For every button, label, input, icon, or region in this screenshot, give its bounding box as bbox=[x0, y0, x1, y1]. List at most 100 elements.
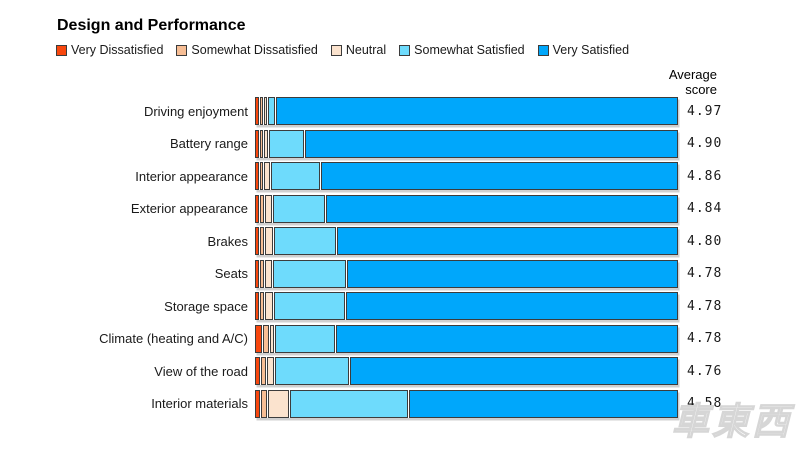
chart-row: Climate (heating and A/C) 4.78 bbox=[0, 324, 800, 353]
category-label: Interior materials bbox=[151, 396, 248, 411]
chart-row: View of the road 4.76 bbox=[0, 357, 800, 385]
chart-row: Driving enjoyment 4.97 bbox=[0, 97, 800, 125]
average-score-header-line2: score bbox=[685, 82, 717, 97]
legend-swatch-neutral bbox=[330, 44, 342, 56]
bar-segment-somewhat-dissatisfied bbox=[262, 324, 269, 353]
bar-segment-very-satisfied bbox=[276, 97, 678, 125]
average-score-value: 4.78 bbox=[687, 331, 723, 346]
bar-segment-neutral bbox=[267, 389, 289, 418]
bar-segment-somewhat-dissatisfied bbox=[260, 129, 263, 158]
bar-segment-very-dissatisfied bbox=[255, 129, 260, 158]
bar-segment-very-satisfied bbox=[336, 227, 678, 255]
bar-segment-somewhat-dissatisfied bbox=[260, 194, 265, 223]
legend-label: Very Dissatisfied bbox=[71, 43, 164, 57]
average-score-value: 4.76 bbox=[687, 363, 723, 379]
bar-segment-neutral bbox=[269, 324, 274, 353]
average-score-header-line1: Average bbox=[668, 67, 717, 82]
chart-row: Battery range 4.90 bbox=[0, 129, 800, 158]
bar-segment-very-dissatisfied bbox=[255, 389, 260, 418]
bar-segment-very-satisfied bbox=[408, 389, 678, 418]
bar-segment-somewhat-dissatisfied bbox=[260, 162, 263, 190]
bar-segment-very-satisfied bbox=[304, 129, 678, 158]
bar-segment-somewhat-satisfied bbox=[275, 357, 350, 385]
chart-title: Design and Performance bbox=[57, 17, 246, 34]
legend-label: Neutral bbox=[345, 43, 387, 57]
bar-segment-somewhat-dissatisfied bbox=[260, 357, 266, 385]
chart-row: Brakes 4.80 bbox=[0, 227, 800, 255]
bar-segment-somewhat-satisfied bbox=[270, 162, 321, 190]
bar-segment-very-satisfied bbox=[346, 292, 678, 320]
category-label: Climate (heating and A/C) bbox=[99, 331, 248, 346]
average-score-header: Average score bbox=[669, 67, 717, 97]
legend-item-somewhat-satisfied: Somewhat Satisfied bbox=[399, 43, 525, 57]
legend-swatch-very-satisfied bbox=[537, 44, 549, 56]
bar-segment-somewhat-satisfied bbox=[267, 97, 276, 125]
stacked-bar bbox=[255, 324, 678, 353]
bar-segment-somewhat-dissatisfied bbox=[260, 389, 267, 418]
legend-label: Somewhat Dissatisfied bbox=[191, 43, 318, 57]
category-label: Exterior appearance bbox=[130, 201, 248, 216]
legend-item-somewhat-dissatisfied: Somewhat Dissatisfied bbox=[176, 43, 318, 57]
legend-swatch-somewhat-dissatisfied bbox=[176, 44, 188, 56]
average-score-value: 4.90 bbox=[687, 136, 723, 151]
bar-segment-neutral bbox=[265, 194, 272, 223]
stacked-bar bbox=[255, 292, 678, 320]
stacked-bar bbox=[255, 97, 678, 125]
legend-swatch-somewhat-satisfied bbox=[399, 44, 411, 56]
bar-segment-neutral bbox=[265, 227, 273, 255]
bar-segment-somewhat-dissatisfied bbox=[260, 292, 265, 320]
average-score-value: 4.84 bbox=[687, 201, 723, 216]
bar-segment-somewhat-satisfied bbox=[268, 129, 304, 158]
stacked-bar bbox=[255, 389, 678, 418]
bar-segment-very-dissatisfied bbox=[255, 259, 260, 288]
bar-segment-very-dissatisfied bbox=[255, 162, 260, 190]
chart-row: Exterior appearance 4.84 bbox=[0, 194, 800, 223]
bar-segment-somewhat-dissatisfied bbox=[260, 227, 265, 255]
chart-row: Interior appearance 4.86 bbox=[0, 162, 800, 190]
bar-segment-neutral bbox=[265, 259, 272, 288]
stacked-bar bbox=[255, 194, 678, 223]
bar-segment-somewhat-satisfied bbox=[273, 194, 326, 223]
bar-segment-very-dissatisfied bbox=[255, 194, 260, 223]
legend-item-very-satisfied: Very Satisfied bbox=[537, 43, 629, 57]
chart-row: Seats 4.78 bbox=[0, 259, 800, 288]
category-label: Interior appearance bbox=[135, 168, 248, 184]
bar-segment-somewhat-dissatisfied bbox=[260, 97, 263, 125]
average-score-value: 4.80 bbox=[687, 233, 723, 249]
category-label: Brakes bbox=[207, 233, 248, 249]
bar-segment-neutral bbox=[265, 292, 273, 320]
average-score-value: 4.78 bbox=[687, 266, 723, 281]
average-score-value: 4.58 bbox=[687, 396, 723, 411]
legend-item-very-dissatisfied: Very Dissatisfied bbox=[56, 43, 163, 57]
bar-segment-somewhat-satisfied bbox=[289, 389, 408, 418]
average-score-value: 4.97 bbox=[687, 103, 723, 119]
legend-swatch-very-dissatisfied bbox=[56, 44, 67, 56]
stacked-bar bbox=[255, 227, 678, 255]
bar-segment-neutral bbox=[266, 357, 275, 385]
chart-rows: Driving enjoyment 4.97 Battery range 4.90 In… bbox=[0, 97, 800, 422]
category-label: Seats bbox=[214, 266, 248, 281]
bar-segment-very-satisfied bbox=[326, 194, 678, 223]
bar-segment-very-dissatisfied bbox=[255, 324, 262, 353]
bar-segment-somewhat-satisfied bbox=[273, 259, 346, 288]
bar-segment-somewhat-satisfied bbox=[273, 292, 346, 320]
watermark: 車東西 bbox=[671, 400, 792, 442]
bar-segment-neutral bbox=[263, 162, 270, 190]
bar-segment-somewhat-satisfied bbox=[273, 227, 336, 255]
stacked-bar bbox=[255, 259, 678, 288]
category-label: View of the road bbox=[154, 363, 248, 379]
bar-segment-somewhat-satisfied bbox=[274, 324, 335, 353]
legend-label: Somewhat Satisfied bbox=[414, 43, 525, 57]
legend-item-neutral: Neutral bbox=[330, 43, 387, 57]
average-score-value: 4.86 bbox=[687, 168, 723, 184]
stacked-bar bbox=[255, 129, 678, 158]
category-label: Driving enjoyment bbox=[143, 103, 248, 119]
bar-segment-very-dissatisfied bbox=[255, 97, 260, 125]
legend: Very Dissatisfied Somewhat Dissatisfied Ne… bbox=[56, 43, 629, 57]
bar-segment-very-satisfied bbox=[321, 162, 678, 190]
average-score-value: 4.78 bbox=[687, 298, 723, 314]
bar-segment-very-dissatisfied bbox=[255, 357, 260, 385]
stacked-bar bbox=[255, 162, 678, 190]
bar-segment-very-satisfied bbox=[346, 259, 678, 288]
